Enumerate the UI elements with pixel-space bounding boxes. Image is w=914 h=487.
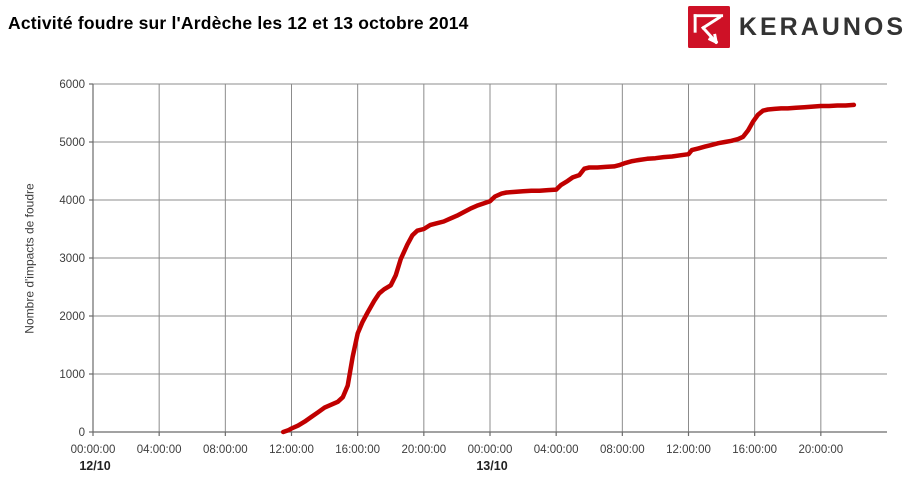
x-tick-label: 12:00:00: [666, 444, 711, 456]
x-date-label: 13/10: [476, 459, 507, 473]
x-tick-label: 20:00:00: [401, 444, 446, 456]
y-tick-label: 5000: [59, 137, 85, 149]
y-tick-label: 6000: [59, 79, 85, 91]
x-tick-label: 12:00:00: [269, 444, 314, 456]
x-tick-label: 20:00:00: [798, 444, 843, 456]
page-title: Activité foudre sur l'Ardèche les 12 et …: [8, 13, 469, 33]
y-tick-label: 0: [79, 427, 85, 439]
y-tick-label: 1000: [59, 369, 85, 381]
keraunos-logo: KERAUNOS: [687, 6, 906, 48]
cumulative-lightning-strikes-line: [280, 102, 857, 435]
x-tick-label: 04:00:00: [137, 444, 182, 456]
y-tick-label: 3000: [59, 253, 85, 265]
keraunos-lightning-k-icon: [687, 6, 730, 48]
x-tick-label: 08:00:00: [600, 444, 645, 456]
x-tick-label: 16:00:00: [335, 444, 380, 456]
x-tick-label: 00:00:00: [468, 444, 513, 456]
x-tick-label: 16:00:00: [732, 444, 777, 456]
x-tick-label: 00:00:00: [71, 444, 116, 456]
brand-wordmark: KERAUNOS: [738, 12, 906, 41]
y-tick-label: 4000: [59, 195, 85, 207]
x-tick-label: 04:00:00: [534, 444, 579, 456]
y-tick-label: 2000: [59, 311, 85, 323]
x-tick-label: 08:00:00: [203, 444, 248, 456]
x-date-label: 12/10: [79, 459, 110, 473]
